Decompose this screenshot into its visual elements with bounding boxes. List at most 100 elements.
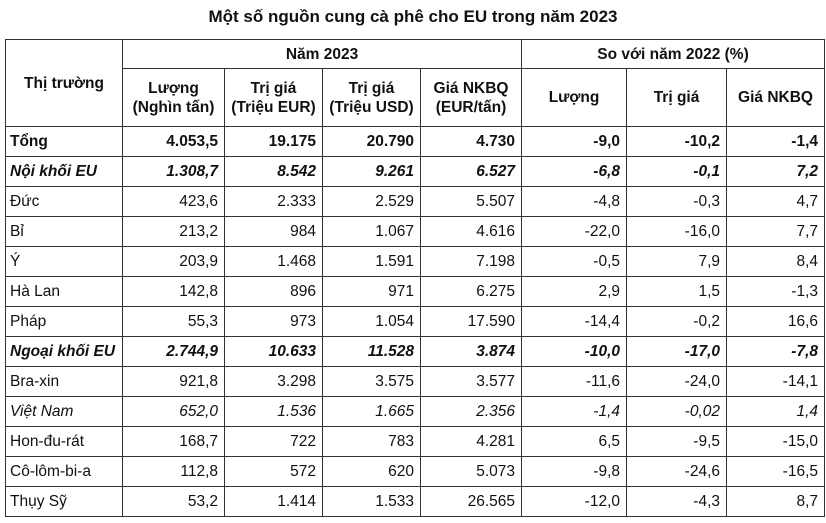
- table-cell: -0,1: [626, 156, 728, 187]
- table-cell: 168,7: [122, 426, 225, 457]
- table-cell: 722: [224, 426, 323, 457]
- market-name: Cô-lôm-bi-a: [5, 456, 123, 487]
- table-cell: 7,9: [626, 246, 728, 277]
- table-cell: 1,5: [626, 276, 728, 307]
- table-cell: 53,2: [122, 486, 225, 517]
- table-cell: 2.356: [419, 396, 523, 427]
- table-cell: -9,0: [521, 126, 628, 157]
- header-value-eur-2023: Trị giá (Triệu EUR): [224, 68, 323, 127]
- table-cell: -0,3: [626, 186, 728, 217]
- table-cell: -0,02: [626, 396, 728, 427]
- table-cell: -4,8: [521, 186, 628, 217]
- table-cell: 4.730: [419, 126, 523, 157]
- table-cell: -15,0: [726, 426, 826, 457]
- table-cell: 20.790: [322, 126, 421, 157]
- table-cell: -9,8: [521, 456, 628, 487]
- table-cell: 1.665: [322, 396, 421, 427]
- table-title: Một số nguồn cung cà phê cho EU trong nă…: [208, 7, 618, 26]
- table-cell: -6,8: [521, 156, 628, 187]
- table-cell: 423,6: [122, 186, 225, 217]
- table-cell: 8.542: [224, 156, 323, 187]
- table-cell: -11,6: [521, 366, 628, 397]
- table-cell: 17.590: [419, 306, 523, 337]
- table-cell: 1.536: [224, 396, 323, 427]
- market-name: Việt Nam: [5, 396, 123, 427]
- table-cell: -7,8: [726, 336, 826, 367]
- table-cell: 1.591: [322, 246, 421, 277]
- table-cell: -17,0: [626, 336, 728, 367]
- table-cell: -4,3: [626, 486, 728, 517]
- market-name: Ngoại khối EU: [5, 336, 123, 367]
- table-cell: 2.744,9: [122, 336, 225, 367]
- table-row: Hon-đu-rát 168,7 722 783 4.281 6,5 -9,5 -15,0: [5, 426, 826, 457]
- table-cell: 620: [322, 456, 421, 487]
- table-cell: -16,0: [626, 216, 728, 247]
- table-row: Việt Nam 652,0 1.536 1.665 2.356 -1,4 -0,02 1,4: [5, 396, 826, 427]
- table-body: Tổng 4.053,5 19.175 20.790 4.730 -9,0 -10,2 -1,…: [5, 126, 826, 517]
- table-cell: -1,4: [726, 126, 826, 157]
- table-cell: 2.333: [224, 186, 323, 217]
- table-row: Bỉ 213,2 984 1.067 4.616 -22,0 -16,0 7,7: [5, 216, 826, 247]
- table-cell: 4.053,5: [122, 126, 225, 157]
- table-row: Pháp 55,3 973 1.054 17.590 -14,4 -0,2 16,6: [5, 306, 826, 337]
- table-cell: 142,8: [122, 276, 225, 307]
- table-cell: 16,6: [726, 306, 826, 337]
- table-cell: 1.054: [322, 306, 421, 337]
- table-cell: 26.565: [419, 486, 523, 517]
- market-name: Đức: [5, 186, 123, 217]
- table-cell: 973: [224, 306, 323, 337]
- table-cell: 19.175: [224, 126, 323, 157]
- table-cell: -1,3: [726, 276, 826, 307]
- table-cell: 6.275: [419, 276, 523, 307]
- table-cell: 7,2: [726, 156, 826, 187]
- table-cell: 921,8: [122, 366, 225, 397]
- table-row: Nội khối EU 1.308,7 8.542 9.261 6.527 -6,8 -0,…: [5, 156, 826, 187]
- table-cell: 4.281: [419, 426, 523, 457]
- table-cell: 5.073: [419, 456, 523, 487]
- table-cell: 3.874: [419, 336, 523, 367]
- market-name: Tổng: [5, 126, 123, 157]
- table-cell: 7.198: [419, 246, 523, 277]
- table-cell: 9.261: [322, 156, 421, 187]
- market-name: Hà Lan: [5, 276, 123, 307]
- table-cell: 3.577: [419, 366, 523, 397]
- table-row: Tổng 4.053,5 19.175 20.790 4.730 -9,0 -10,2 -1,…: [5, 126, 826, 157]
- table-cell: 1.414: [224, 486, 323, 517]
- table-cell: 896: [224, 276, 323, 307]
- table-cell: -12,0: [521, 486, 628, 517]
- table-cell: 1.067: [322, 216, 421, 247]
- table-row: Ngoại khối EU 2.744,9 10.633 11.528 3.874 -10…: [5, 336, 826, 367]
- table-cell: 783: [322, 426, 421, 457]
- table-cell: 2.529: [322, 186, 421, 217]
- table-cell: -9,5: [626, 426, 728, 457]
- coffee-supply-table: Thị trường Năm 2023 So với năm 2022 (%) …: [5, 39, 826, 517]
- table-row: Bra-xin 921,8 3.298 3.575 3.577 -11,6 -24,0 -14…: [5, 366, 826, 397]
- table-cell: -24,0: [626, 366, 728, 397]
- table-cell: -0,2: [626, 306, 728, 337]
- table-cell: 1.308,7: [122, 156, 225, 187]
- table-cell: 213,2: [122, 216, 225, 247]
- table-cell: 3.575: [322, 366, 421, 397]
- table-cell: 2,9: [521, 276, 628, 307]
- table-cell: 6,5: [521, 426, 628, 457]
- header-volume-2023: Lượng (Nghìn tấn): [122, 68, 225, 127]
- market-name: Bra-xin: [5, 366, 123, 397]
- table-cell: 1.468: [224, 246, 323, 277]
- table-row: Ý 203,9 1.468 1.591 7.198 -0,5 7,9 8,4: [5, 246, 826, 277]
- table-cell: 11.528: [322, 336, 421, 367]
- table-cell: -14,1: [726, 366, 826, 397]
- table-cell: 3.298: [224, 366, 323, 397]
- table-cell: -22,0: [521, 216, 628, 247]
- table-cell: -10,0: [521, 336, 628, 367]
- table-cell: 8,7: [726, 486, 826, 517]
- table-cell: -14,4: [521, 306, 628, 337]
- table-cell: 984: [224, 216, 323, 247]
- table-row: Đức 423,6 2.333 2.529 5.507 -4,8 -0,3 4,7: [5, 186, 826, 217]
- table-cell: 5.507: [419, 186, 523, 217]
- table-cell: 4.616: [419, 216, 523, 247]
- market-name: Thụy Sỹ: [5, 486, 123, 517]
- table-cell: 55,3: [122, 306, 225, 337]
- market-name: Bỉ: [5, 216, 123, 247]
- table-cell: -1,4: [521, 396, 628, 427]
- table-row: Hà Lan 142,8 896 971 6.275 2,9 1,5 -1,3: [5, 276, 826, 307]
